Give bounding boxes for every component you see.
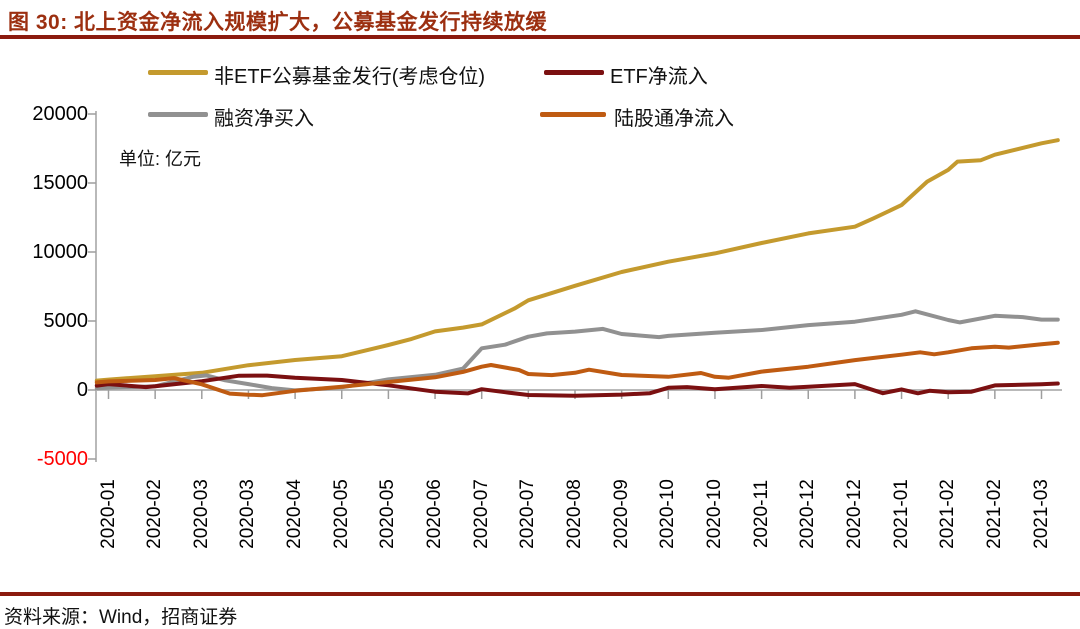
y-tick-label: 15000: [32, 172, 88, 194]
x-tick-label: 2020-07: [517, 479, 539, 549]
x-tick-label: 2021-02: [983, 479, 1005, 549]
series-line-0: [94, 138, 1060, 383]
y-tick-label: 20000: [32, 103, 88, 125]
x-tick-label: 2020-05: [330, 479, 352, 549]
x-tick-label: 2020-09: [610, 479, 632, 549]
x-tick-label: 2020-11: [750, 479, 772, 549]
x-tick-label: 2020-03: [190, 479, 212, 549]
y-tick-label: 10000: [32, 241, 88, 263]
series-line-1: [94, 309, 1060, 393]
legend-line-icon-non-etf: [148, 70, 208, 75]
legend-line-icon-northbound: [540, 112, 606, 117]
source-text: 资料来源：Wind，招商证券: [4, 607, 238, 628]
x-tick-label: 2021-03: [1030, 479, 1052, 549]
x-tick-label: 2020-08: [564, 479, 585, 549]
source-divider: [0, 592, 1080, 596]
legend-label-margin: 融资净买入: [214, 108, 314, 130]
x-tick-label: 2020-10: [657, 479, 679, 549]
legend-label-etf: ETF净流入: [610, 66, 708, 88]
unit-label: 单位: 亿元: [119, 149, 202, 169]
series-line-3: [94, 340, 1060, 398]
y-tick-label: 0: [76, 379, 88, 401]
x-tick-label: 2021-02: [937, 479, 959, 549]
x-tick-label: 2020-10: [703, 479, 725, 549]
y-tick-label: 5000: [43, 310, 89, 332]
x-tick-label: 2020-02: [144, 479, 166, 549]
title-divider: [0, 35, 1080, 39]
series-line-2: [94, 373, 1060, 398]
x-tick-label: 2020-05: [377, 479, 399, 549]
x-tick-label: 2020-04: [284, 479, 306, 549]
x-tick-label: 2020-07: [470, 479, 492, 549]
x-tick-label: 2020-03: [237, 479, 259, 549]
legend-label-non-etf: 非ETF公募基金发行(考虑仓位): [214, 66, 486, 88]
x-tick-label: 2020-01: [97, 479, 119, 549]
y-tick-label: -5000: [36, 448, 88, 470]
legend-line-icon-etf: [544, 70, 604, 75]
x-tick-label: 2020-12: [797, 479, 819, 549]
x-tick-label: 2020-06: [424, 479, 446, 549]
line-chart: [88, 111, 1062, 462]
figure-title: 图 30: 北上资金净流入规模扩大，公募基金发行持续放缓: [8, 11, 548, 34]
legend-label-northbound: 陆股通净流入: [614, 108, 734, 130]
legend-line-icon-margin: [148, 112, 208, 117]
x-tick-label: 2020-12: [843, 479, 865, 549]
x-tick-label: 2021-01: [890, 479, 912, 549]
